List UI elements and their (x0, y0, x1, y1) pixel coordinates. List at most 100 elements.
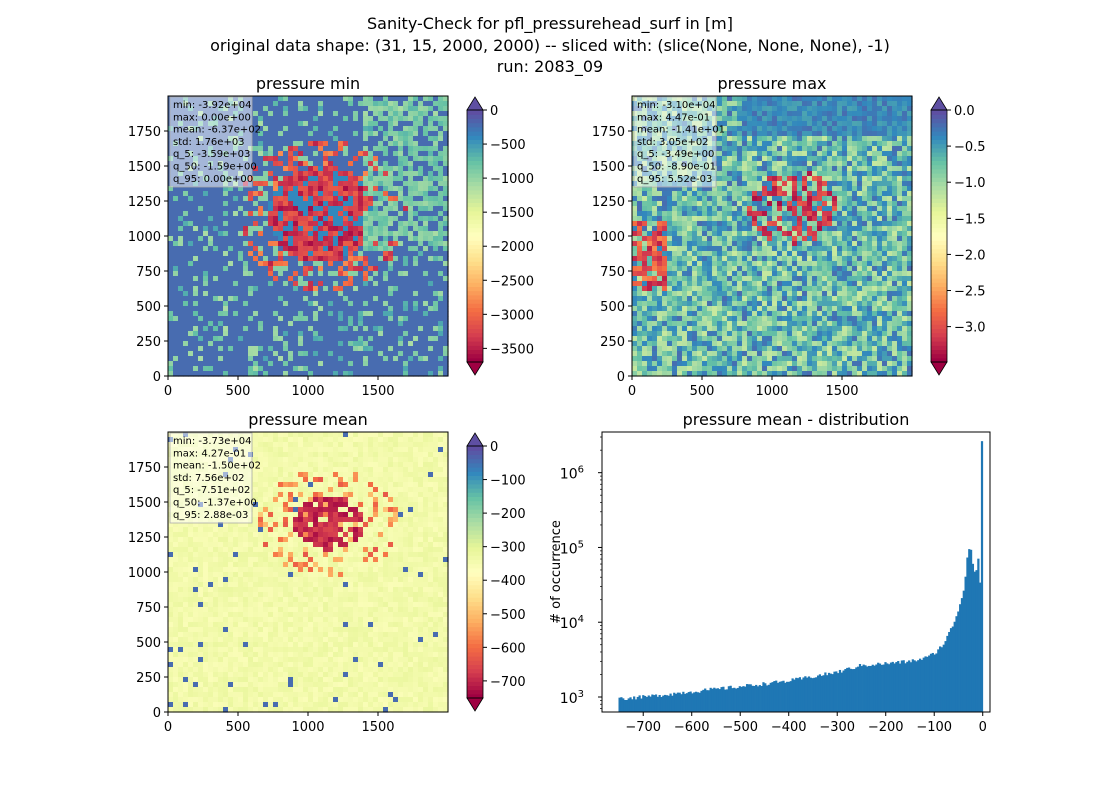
histogram-bar (780, 681, 783, 712)
colorbar-tick-label: −500 (490, 608, 526, 623)
histogram-bar (749, 684, 752, 712)
stats-line: min: -3.73e+04 (173, 436, 252, 447)
histogram-bar (766, 685, 769, 712)
y-tick-label: 1750 (592, 125, 625, 140)
histogram-bar (902, 660, 905, 712)
histogram-bar (928, 655, 931, 712)
stats-line: max: 4.27e-01 (173, 448, 246, 459)
histogram-bar (922, 657, 925, 712)
stats-line: q_5: -3.59e+03 (173, 149, 250, 160)
y-tick-label: 1500 (128, 496, 161, 511)
figure-title-line-2: original data shape: (31, 15, 2000, 2000… (210, 36, 890, 55)
histogram-bar (694, 691, 698, 712)
histogram-bar (782, 680, 785, 712)
colorbar-tick-label: −2500 (490, 274, 534, 289)
histogram-bar (773, 681, 776, 712)
histogram-bar (969, 549, 973, 712)
histogram-bar (935, 653, 938, 712)
histogram-bar (747, 684, 751, 712)
histogram-bar (820, 675, 823, 712)
colorbar-extend-top (466, 432, 484, 447)
histogram-bar (942, 644, 945, 712)
histogram-bar (638, 695, 641, 712)
histogram-bar (886, 663, 889, 712)
histogram-bar (729, 685, 732, 712)
histogram-bar (793, 679, 796, 712)
histogram-bar (962, 590, 965, 712)
stats-line: q_95: 5.52e-03 (637, 174, 712, 185)
stats-line: max: 0.00e+00 (173, 112, 251, 123)
colorbar-tick-label: −200 (490, 507, 526, 522)
histogram-bar (642, 695, 645, 712)
histogram-bar (822, 675, 825, 712)
histogram-bar (673, 692, 676, 712)
histogram-bar (829, 673, 832, 712)
histogram-bar (784, 682, 787, 712)
histogram-bar (738, 686, 741, 712)
histogram-bar (682, 691, 685, 712)
histogram-bar (796, 678, 800, 712)
histogram-bar (800, 679, 803, 712)
histogram-bar (867, 665, 871, 712)
colorbar-tick-label: −2000 (490, 240, 534, 255)
colorbar-extend-bottom (930, 361, 948, 376)
stats-box (169, 96, 253, 188)
stats-line: mean: -6.37e+02 (173, 125, 261, 136)
histogram-bar (693, 692, 696, 712)
histogram-bar (811, 678, 814, 712)
stats-line: min: -3.92e+04 (173, 100, 252, 111)
histogram-bar (727, 686, 730, 712)
histogram-bar (662, 695, 665, 712)
histogram-bar (640, 698, 643, 712)
histogram-bar (718, 689, 721, 712)
histogram-bar (920, 659, 924, 712)
x-tick-label: 0 (164, 384, 172, 399)
histogram-bar (849, 668, 852, 712)
x-tick-label: 1000 (755, 384, 788, 399)
y-axis-label: # of occurrence (549, 520, 564, 624)
histogram-bar (827, 672, 831, 712)
histogram-bar (791, 678, 794, 712)
colorbar-tick-label: −3000 (490, 308, 534, 323)
histogram-bar (857, 666, 860, 712)
histogram-bar (653, 695, 656, 712)
histogram-bar (960, 598, 964, 712)
stats-box (633, 96, 717, 188)
stats-line: q_5: -3.49e+00 (637, 149, 714, 160)
histogram-bar (685, 693, 689, 712)
histogram-bar (643, 695, 647, 712)
histogram-bar (724, 689, 727, 712)
histogram-bar (804, 676, 807, 712)
histogram-bar (702, 689, 705, 712)
colorbar-extend-bottom (466, 697, 484, 712)
histogram-bar (731, 688, 734, 712)
colorbar-tick-label: −1500 (490, 206, 534, 221)
histogram-bar (771, 682, 774, 712)
histogram-bar (898, 663, 902, 712)
histogram-bar (755, 684, 758, 712)
histogram-bar (959, 604, 962, 712)
y-tick-label: 1750 (128, 461, 161, 476)
histogram-bar (949, 628, 953, 712)
axes-frame (601, 431, 991, 713)
histogram-bar (973, 571, 976, 712)
histogram-bar (975, 570, 978, 712)
heatmap-panel: pressure max 0 500 1000 1500 0 250 500 750 1000 12… (592, 74, 986, 399)
histogram-bar (964, 576, 967, 712)
histogram-bar (627, 698, 630, 712)
histogram-bar (904, 663, 907, 712)
histogram-bar (924, 656, 927, 712)
histogram-bar (893, 663, 896, 712)
histogram-bar (776, 682, 780, 712)
histogram-bar (889, 662, 893, 712)
histogram-bar (884, 662, 887, 712)
histogram-bar (687, 692, 690, 712)
histogram-bar (665, 695, 669, 712)
panel-title: pressure mean - distribution (683, 410, 910, 429)
histogram-bars (618, 441, 984, 712)
histogram-bar (660, 696, 663, 712)
histogram-bar (826, 675, 829, 712)
x-tick-label: 1000 (291, 384, 324, 399)
x-tick-label: −400 (771, 720, 807, 735)
